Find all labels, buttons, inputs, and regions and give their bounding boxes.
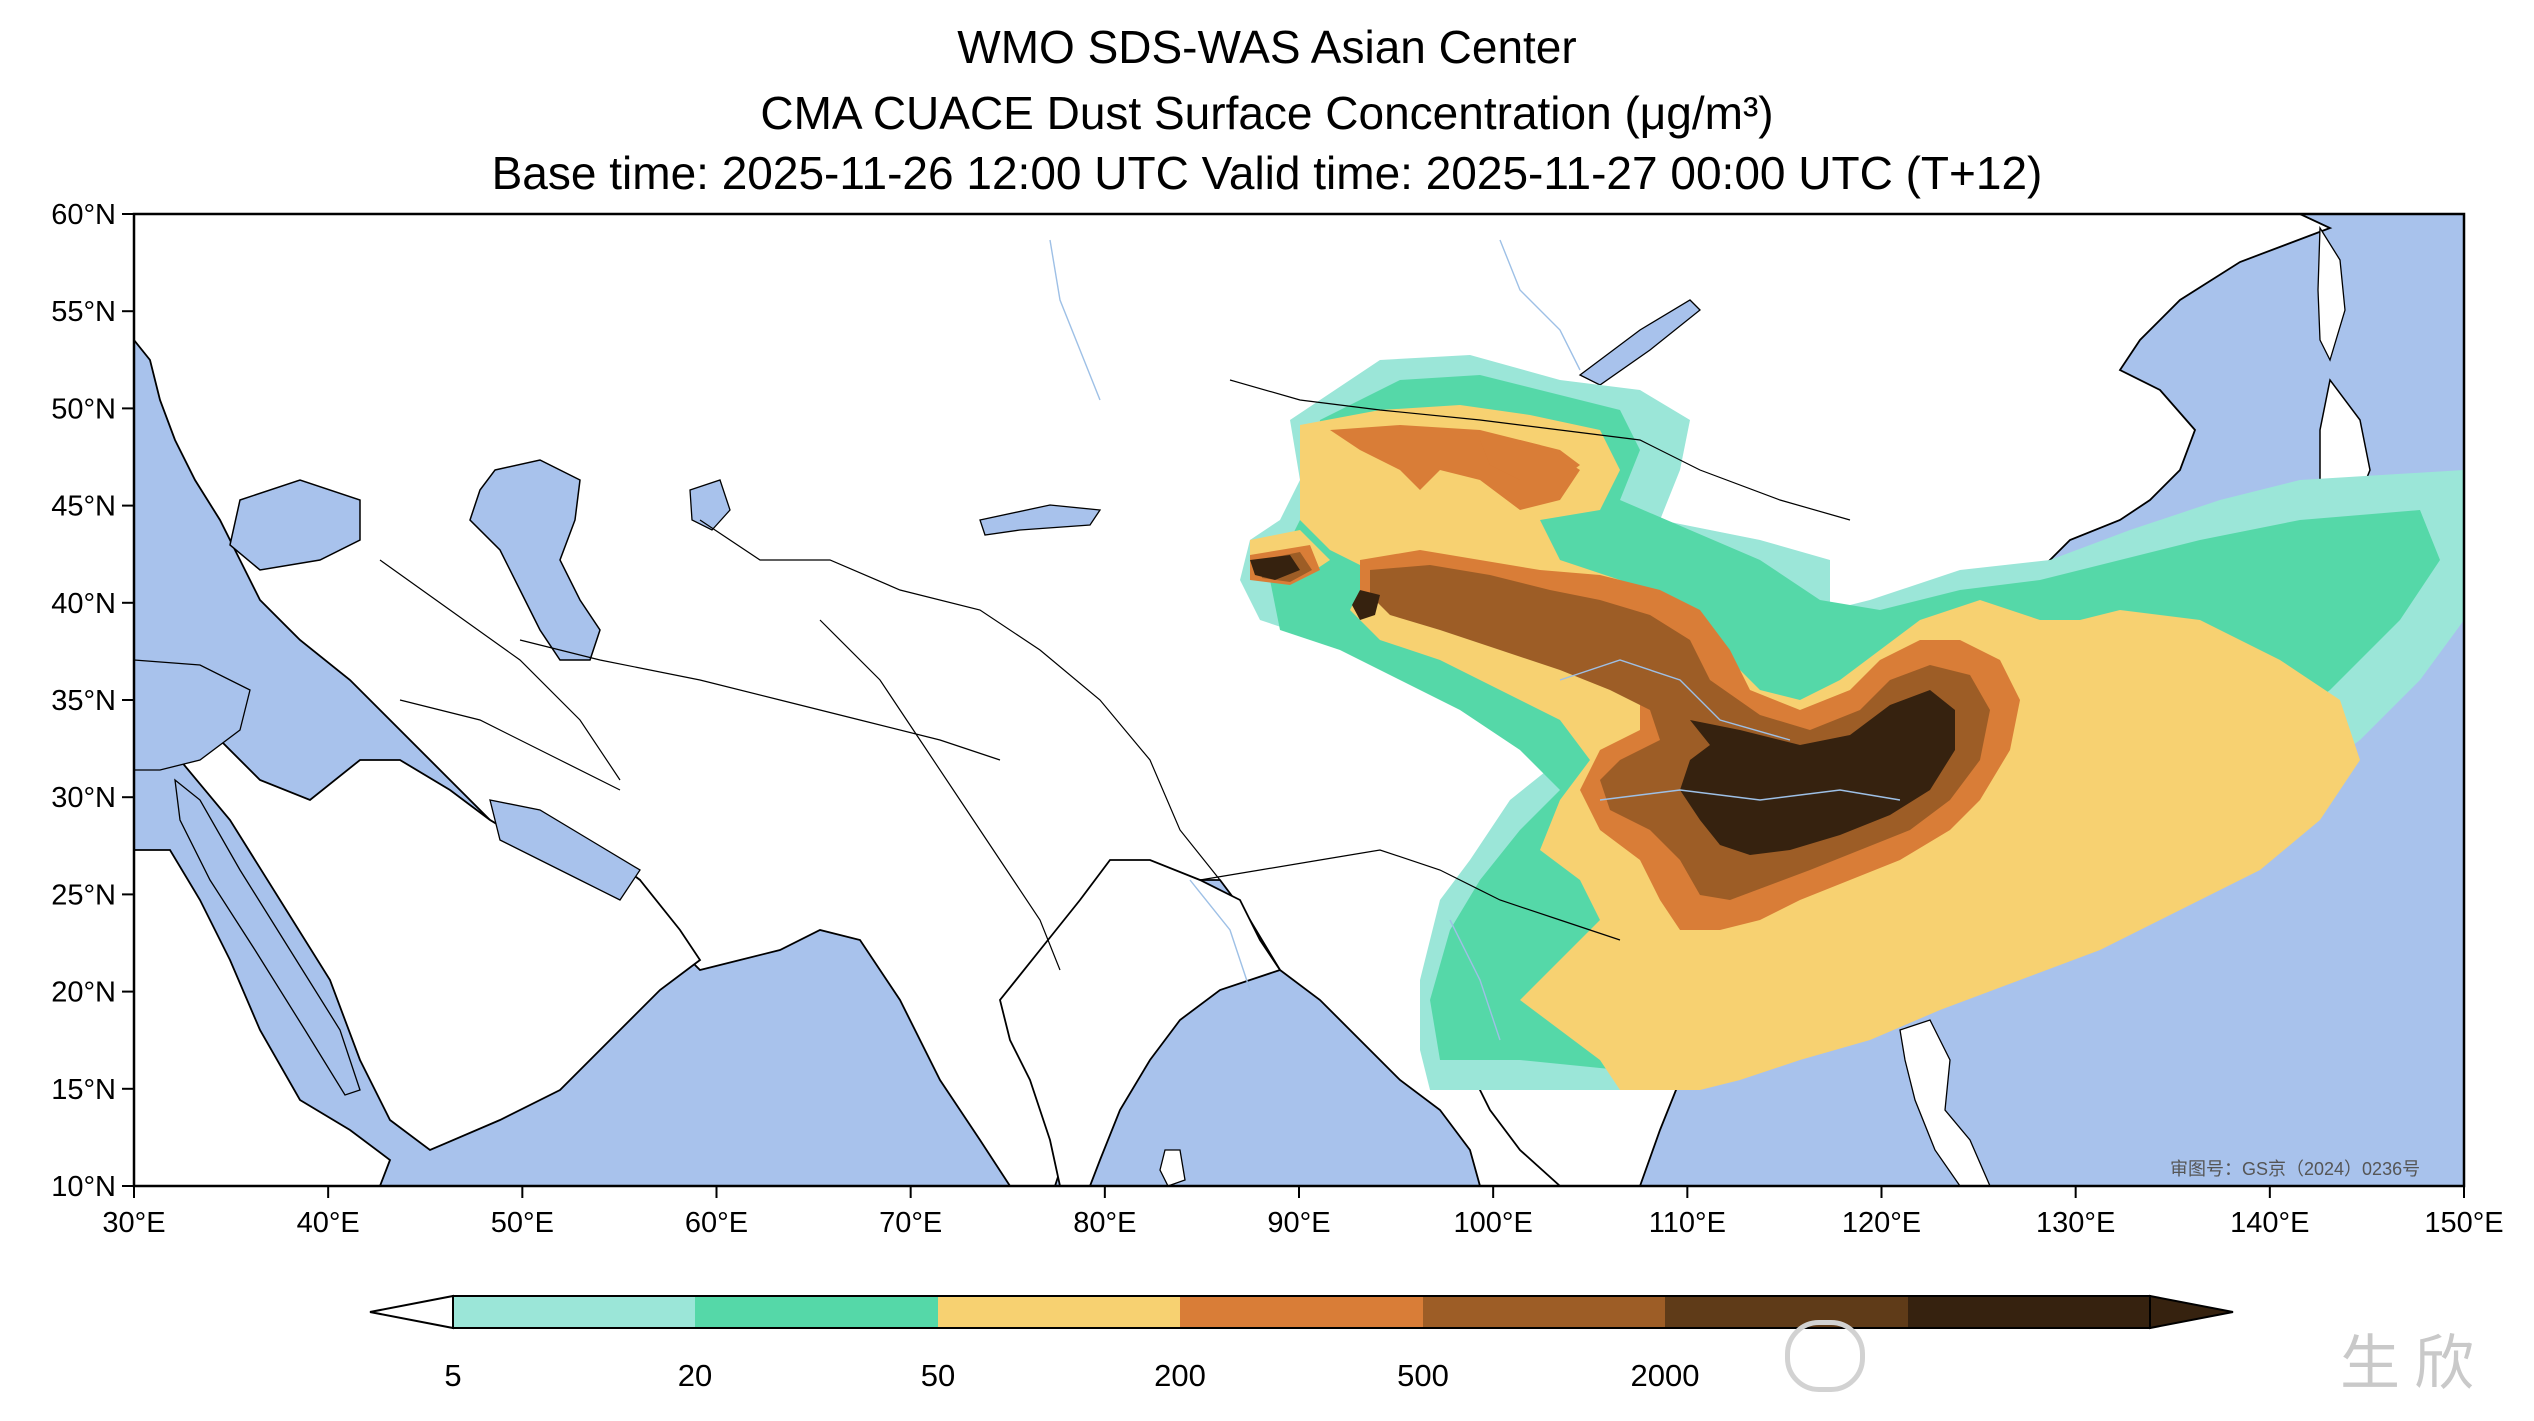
lat-tick-label: 50°N (51, 393, 116, 425)
colorbar (369, 1294, 2234, 1330)
lat-tick-label: 20°N (51, 977, 116, 1009)
colorbar-bin-5 (1423, 1296, 1665, 1328)
lon-tick-label: 130°E (2036, 1207, 2115, 1239)
lat-tick-label: 10°N (51, 1171, 116, 1203)
dust-concentration-field (1240, 355, 2464, 1090)
lat-tick-label: 25°N (51, 879, 116, 911)
lat-tick-label: 15°N (51, 1074, 116, 1106)
persian-gulf (489, 799, 641, 901)
colorbar-bin-4 (1180, 1296, 1423, 1328)
lon-tick-label: 70°E (879, 1207, 942, 1239)
black-sea (229, 479, 361, 571)
lon-tick-label: 150°E (2424, 1207, 2503, 1239)
lon-tick-label: 40°E (297, 1207, 360, 1239)
colorbar-bin-2 (695, 1296, 938, 1328)
colorbar-bin-7 (1908, 1296, 2150, 1328)
red-sea (174, 778, 361, 1096)
rivers (1049, 239, 1901, 1041)
lon-tick-label: 90°E (1267, 1207, 1330, 1239)
map-title-line-2: CMA CUACE Dust Surface Concentration (μg… (760, 87, 1774, 139)
watermark-text: 生欣 (2340, 1330, 2488, 1397)
lon-tick-label: 50°E (491, 1207, 554, 1239)
colorbar-label-20: 20 (677, 1358, 713, 1393)
lon-tick-label: 120°E (1842, 1207, 1921, 1239)
colorbar-label-5: 5 (444, 1358, 462, 1393)
lon-tick-label: 30°E (102, 1207, 165, 1239)
colorbar-bin-6 (1665, 1296, 1908, 1328)
dust-level-2000 (1250, 555, 1955, 855)
lon-tick-label: 60°E (685, 1207, 748, 1239)
latitude-axis: 60°N 55°N 50°N 45°N 40°N 35°N 30°N 25°N 20°N 15°N… (51, 199, 134, 1203)
sri-lanka-island (1159, 1149, 1186, 1186)
colorbar-extend-low (369, 1294, 454, 1330)
lon-tick-label: 100°E (1454, 1207, 1533, 1239)
caspian-sea (469, 459, 601, 661)
map-area (134, 214, 2464, 1186)
lat-tick-label: 60°N (51, 199, 116, 231)
mediterranean-sea (134, 659, 251, 771)
dust-level-500-north (1480, 440, 1580, 480)
map-title-line-1: WMO SDS-WAS Asian Center (957, 21, 1577, 73)
lon-tick-label: 80°E (1073, 1207, 1136, 1239)
country-borders (379, 379, 1851, 971)
lat-tick-label: 55°N (51, 296, 116, 328)
lat-tick-label: 40°N (51, 588, 116, 620)
arabia-landmass (134, 699, 702, 1152)
lake-balkhash (979, 504, 1102, 536)
philippines-islands (1899, 1019, 1991, 1186)
weibo-logo-icon (1785, 1320, 1865, 1392)
colorbar-label-500: 500 (1397, 1358, 1449, 1393)
colorbar-extend-high (2149, 1294, 2234, 1330)
lat-tick-label: 45°N (51, 491, 116, 523)
approval-number: 审图号：GS京（2024）0236号 (2170, 1159, 2421, 1179)
sakhalin-island (2317, 225, 2346, 362)
colorbar-bin-3 (938, 1296, 1180, 1328)
colorbar-label-2000: 2000 (1630, 1358, 1700, 1393)
lon-tick-label: 140°E (2230, 1207, 2309, 1239)
lat-tick-label: 30°N (51, 782, 116, 814)
colorbar-label-50: 50 (920, 1358, 956, 1393)
colorbar-bin-1 (453, 1296, 695, 1328)
africa-landmass (134, 849, 392, 1186)
map-title-line-3: Base time: 2025-11-26 12:00 UTC Valid ti… (491, 147, 2043, 199)
longitude-axis: 30°E 40°E 50°E 60°E 70°E 80°E 90°E 100°E 110°E 12… (102, 1186, 2504, 1239)
india-landmass (999, 859, 1282, 1186)
lat-tick-label: 35°N (51, 685, 116, 717)
aral-sea (689, 479, 731, 531)
lon-tick-label: 110°E (1649, 1207, 1726, 1239)
colorbar-label-200: 200 (1154, 1358, 1206, 1393)
